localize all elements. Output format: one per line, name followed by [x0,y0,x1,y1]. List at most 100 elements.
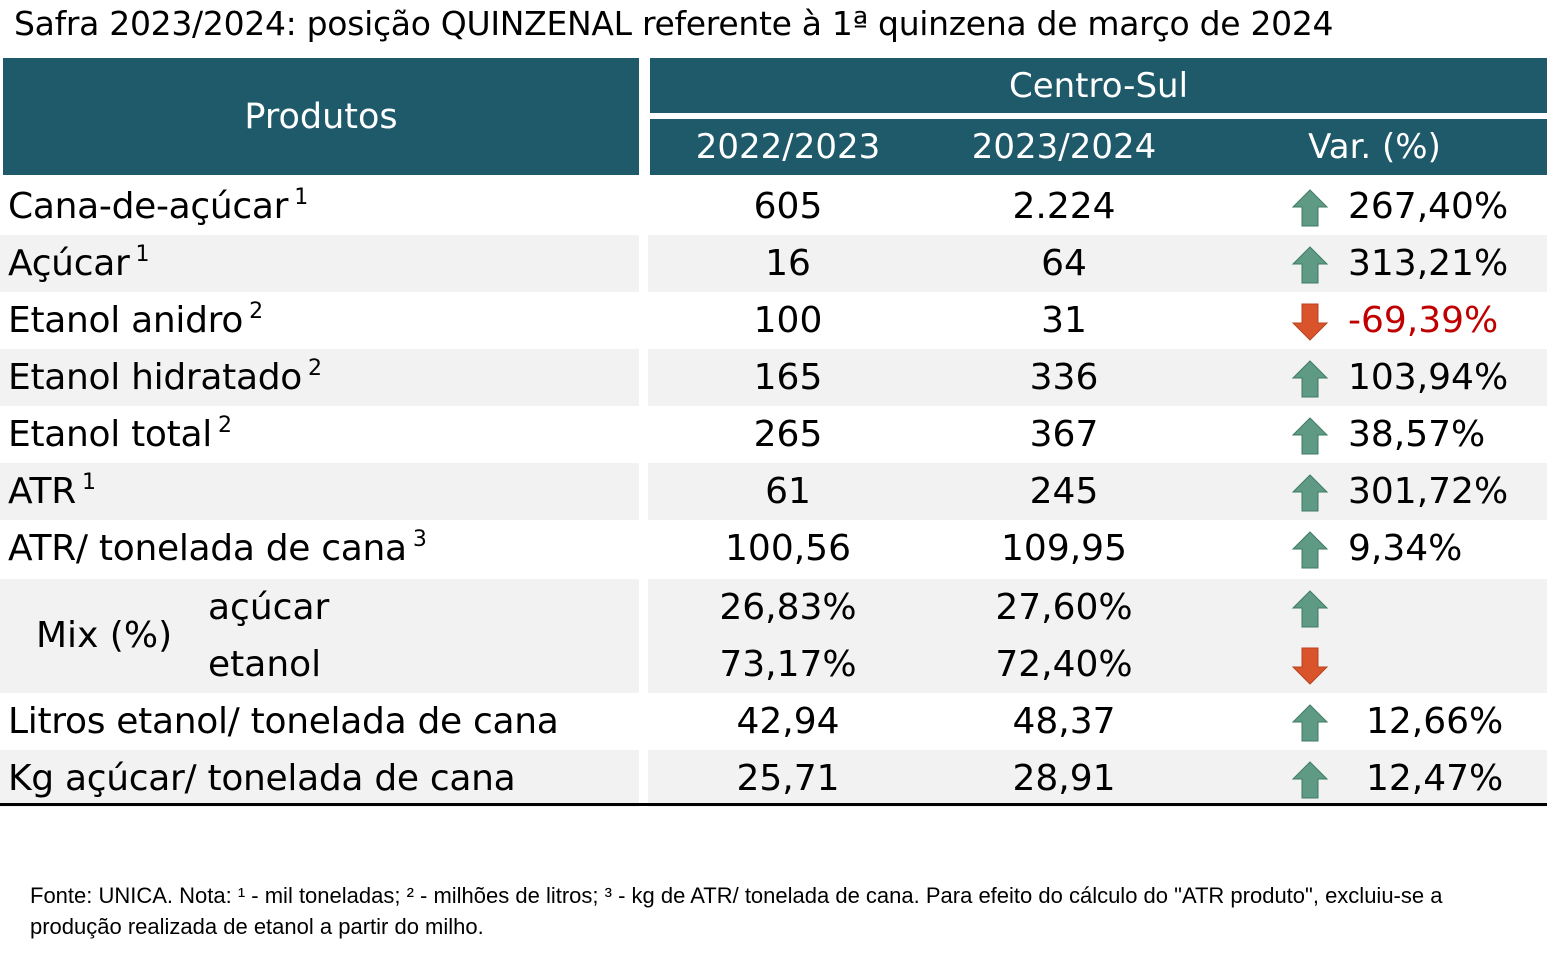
mix-shade-left [0,579,639,693]
footnote: Fonte: UNICA. Nota: ¹ - mil toneladas; ²… [30,883,1443,939]
table-row: Cana-de-açúcar 1 605 2.224 267,40% [0,178,1547,235]
header-col-2022-2023: 2022/2023 [650,119,926,175]
row-label-text: Kg açúcar/ tonelada de cana [8,758,516,799]
row-label: Kg açúcar/ tonelada de cana [8,750,516,807]
row-variation: 9,34% [1348,528,1463,569]
row-shade-right [648,750,1547,807]
row-variation: 313,21% [1348,243,1509,284]
row-shade-left [0,463,639,520]
row-label: Litros etanol/ tonelada de cana [8,693,559,750]
arrow-up-icon [1291,531,1329,569]
row-value-2022-2023: 100,56 [725,528,851,569]
row-label-note: 2 [308,356,322,381]
row-label-text: Açúcar [8,243,130,284]
row-label: Açúcar 1 [8,235,149,292]
table-title: Safra 2023/2024: posição QUINZENAL refer… [14,4,1334,43]
row-value-2022-2023: 605 [753,186,823,227]
row-value-2023-2024: 109,95 [1001,528,1127,569]
row-shade-right [648,349,1547,406]
header-col-var: Var. (%) [1202,119,1547,175]
header-products-label: Produtos [244,96,398,137]
table-row: Etanol hidratado 2 165 336 103,94% [0,349,1547,406]
row-label-note: 1 [81,470,96,495]
table-row: ATR 1 61 245 301,72% [0,463,1547,520]
row-label-text: Litros etanol/ tonelada de cana [8,701,559,742]
row-value-2022-2023: 100 [753,300,823,341]
row-variation: 267,40% [1348,186,1509,227]
arrow-up-icon [1291,246,1329,284]
arrow-up-icon [1291,417,1329,455]
row-label-text: Etanol hidratado [8,357,302,398]
row-value-2022-2023: 16 [765,243,811,284]
arrow-up-icon [1291,704,1329,742]
mix-block: Mix (%) açúcar etanol 26,83% 27,60% 73,1… [0,579,1547,693]
header-col3-label: Var. (%) [1308,127,1441,167]
row-label: Etanol anidro 2 [8,292,263,349]
row-variation: 12,47% [1366,758,1504,799]
row-variation: 103,94% [1348,357,1509,398]
row-value-2023-2024: 336 [1029,357,1099,398]
row-shade-right [648,463,1547,520]
mix-sugar-value-2022-2023: 26,83% [719,587,857,628]
row-label: Cana-de-açúcar 1 [8,178,308,235]
row-value-2022-2023: 165 [753,357,823,398]
row-label: ATR/ tonelada de cana 3 [8,520,427,577]
row-variation: 38,57% [1348,414,1486,455]
header-products: Produtos [3,58,639,175]
row-label-text: Etanol total [8,414,212,455]
header-col1-label: 2022/2023 [695,127,881,167]
row-label-text: Etanol anidro [8,300,244,341]
header-col-2023-2024: 2023/2024 [926,119,1202,175]
row-value-2023-2024: 245 [1029,471,1099,512]
mix-shade-right [648,579,1547,693]
row-variation: -69,39% [1348,300,1499,341]
mix-sugar-value-2023-2024: 27,60% [995,587,1133,628]
row-label-note: 1 [294,185,308,210]
mix-ethanol-value-2022-2023: 73,17% [719,644,857,685]
arrow-down-icon [1291,303,1329,341]
table-row: Litros etanol/ tonelada de cana 42,94 48,3… [0,693,1547,750]
header-col2-label: 2023/2024 [971,127,1157,167]
row-label-note: 2 [217,413,232,438]
row-value-2023-2024: 48,37 [1012,701,1116,742]
row-shade-left [0,349,639,406]
row-value-2023-2024: 2.224 [1012,186,1116,227]
row-value-2022-2023: 25,71 [736,758,840,799]
table-row: Etanol anidro 2 100 31 -69,39% [0,292,1547,349]
header-region-label: Centro-Sul [1008,65,1189,106]
row-label: Etanol hidratado 2 [8,349,322,406]
row-value-2023-2024: 367 [1029,414,1099,455]
row-label: Etanol total 2 [8,406,232,463]
row-value-2022-2023: 265 [753,414,823,455]
row-label: ATR 1 [8,463,96,520]
row-variation: 301,72% [1348,471,1509,512]
row-value-2023-2024: 31 [1041,300,1087,341]
row-value-2023-2024: 28,91 [1012,758,1116,799]
arrow-up-icon [1291,189,1329,227]
row-label-text: Cana-de-açúcar [8,186,289,227]
row-label-note: 3 [412,527,427,552]
table-row: ATR/ tonelada de cana 3 100,56 109,95 9,34% [0,520,1547,577]
row-label-note: 2 [249,299,263,324]
row-shade-left [0,235,639,292]
table-row: Kg açúcar/ tonelada de cana 25,71 28,91 12,… [0,750,1547,807]
table-row: Etanol total 2 265 367 38,57% [0,406,1547,463]
arrow-up-icon [1291,761,1329,799]
row-label-note: 1 [135,242,150,267]
mix-ethanol-value-2023-2024: 72,40% [995,644,1133,685]
arrow-up-icon [1291,590,1329,628]
mix-label: Mix (%) [36,615,173,656]
row-value-2023-2024: 64 [1041,243,1087,284]
table-row: Açúcar 1 16 64 313,21% [0,235,1547,292]
mix-ethanol-label: etanol [208,644,322,685]
row-variation: 12,66% [1366,701,1504,742]
arrow-down-icon [1291,647,1329,685]
row-shade-left [0,750,639,807]
header-region: Centro-Sul [650,58,1547,113]
row-value-2022-2023: 42,94 [736,701,840,742]
arrow-up-icon [1291,474,1329,512]
row-value-2022-2023: 61 [765,471,811,512]
row-shade-right [648,235,1547,292]
arrow-up-icon [1291,360,1329,398]
table-bottom-rule [0,803,1547,806]
